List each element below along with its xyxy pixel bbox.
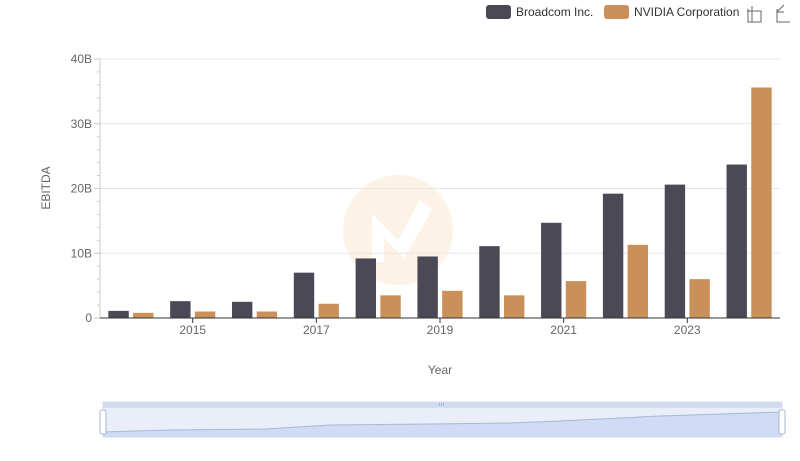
data-zoom-preview-area <box>103 412 782 437</box>
x-axis-title: Year <box>428 363 452 377</box>
bar-nvidia-2024[interactable] <box>751 87 772 319</box>
legend-item-nvidia[interactable]: NVIDIA Corporation <box>604 5 739 19</box>
y-axis-title: EBITDA <box>39 166 53 209</box>
bar-series <box>108 87 772 319</box>
bar-nvidia-2015[interactable] <box>194 311 216 318</box>
legend-label-nvidia: NVIDIA Corporation <box>634 5 739 19</box>
x-tick-label: 2023 <box>674 323 701 337</box>
zoom-icon[interactable] <box>747 6 762 23</box>
bar-nvidia-2020[interactable] <box>503 295 525 318</box>
y-axis-minor-ticks <box>97 58 100 319</box>
data-zoom-top-bar[interactable] <box>103 402 782 408</box>
bar-broadcom-2024[interactable] <box>726 164 747 318</box>
data-zoom-slider[interactable] <box>99 401 786 438</box>
legend-swatch-nvidia <box>604 5 629 19</box>
bar-broadcom-2021[interactable] <box>541 222 562 318</box>
bar-nvidia-2021[interactable] <box>565 281 587 318</box>
y-axis-tick-labels: 0 10B 20B 30B 40B <box>71 52 93 325</box>
bar-broadcom-2018[interactable] <box>355 258 377 318</box>
bar-nvidia-2018[interactable] <box>380 295 401 318</box>
y-tick-label: 0 <box>85 311 92 325</box>
legend-item-broadcom[interactable]: Broadcom Inc. <box>486 5 593 19</box>
bar-broadcom-2014[interactable] <box>108 310 129 318</box>
legend-swatch-broadcom <box>486 5 511 19</box>
x-tick-label: 2017 <box>303 323 330 337</box>
data-zoom-preview-line <box>102 411 783 433</box>
data-zoom-left-handle[interactable] <box>99 409 107 435</box>
bar-broadcom-2016[interactable] <box>231 301 253 318</box>
y-tick-label: 30B <box>71 117 92 131</box>
bar-nvidia-2022[interactable] <box>627 244 649 318</box>
bar-broadcom-2023[interactable] <box>664 184 686 318</box>
bar-nvidia-2017[interactable] <box>318 303 339 318</box>
x-tick-label: 2015 <box>179 323 206 337</box>
bar-nvidia-2016[interactable] <box>256 311 278 318</box>
y-tick-label: 20B <box>71 182 92 196</box>
reset-zoom-icon[interactable] <box>776 4 790 23</box>
bar-nvidia-2014[interactable] <box>133 312 154 318</box>
legend-label-broadcom: Broadcom Inc. <box>516 5 593 19</box>
bar-nvidia-2019[interactable] <box>442 290 463 318</box>
data-zoom-right-handle[interactable] <box>778 409 786 435</box>
bar-broadcom-2022[interactable] <box>602 193 624 318</box>
x-tick-label: 2021 <box>550 323 577 337</box>
y-tick-label: 40B <box>71 52 92 66</box>
y-tick-label: 10B <box>71 246 92 260</box>
bar-broadcom-2019[interactable] <box>417 256 438 318</box>
bar-broadcom-2015[interactable] <box>170 301 191 318</box>
bar-broadcom-2017[interactable] <box>293 272 315 318</box>
legend: Broadcom Inc. NVIDIA Corporation <box>486 5 739 19</box>
data-zoom-drag-grip-icon[interactable] <box>439 403 444 406</box>
x-axis-tick-labels: 2015 2017 2019 2021 2023 <box>179 318 701 337</box>
bar-nvidia-2023[interactable] <box>689 279 710 318</box>
bar-broadcom-2020[interactable] <box>479 246 500 318</box>
x-tick-label: 2019 <box>427 323 454 337</box>
